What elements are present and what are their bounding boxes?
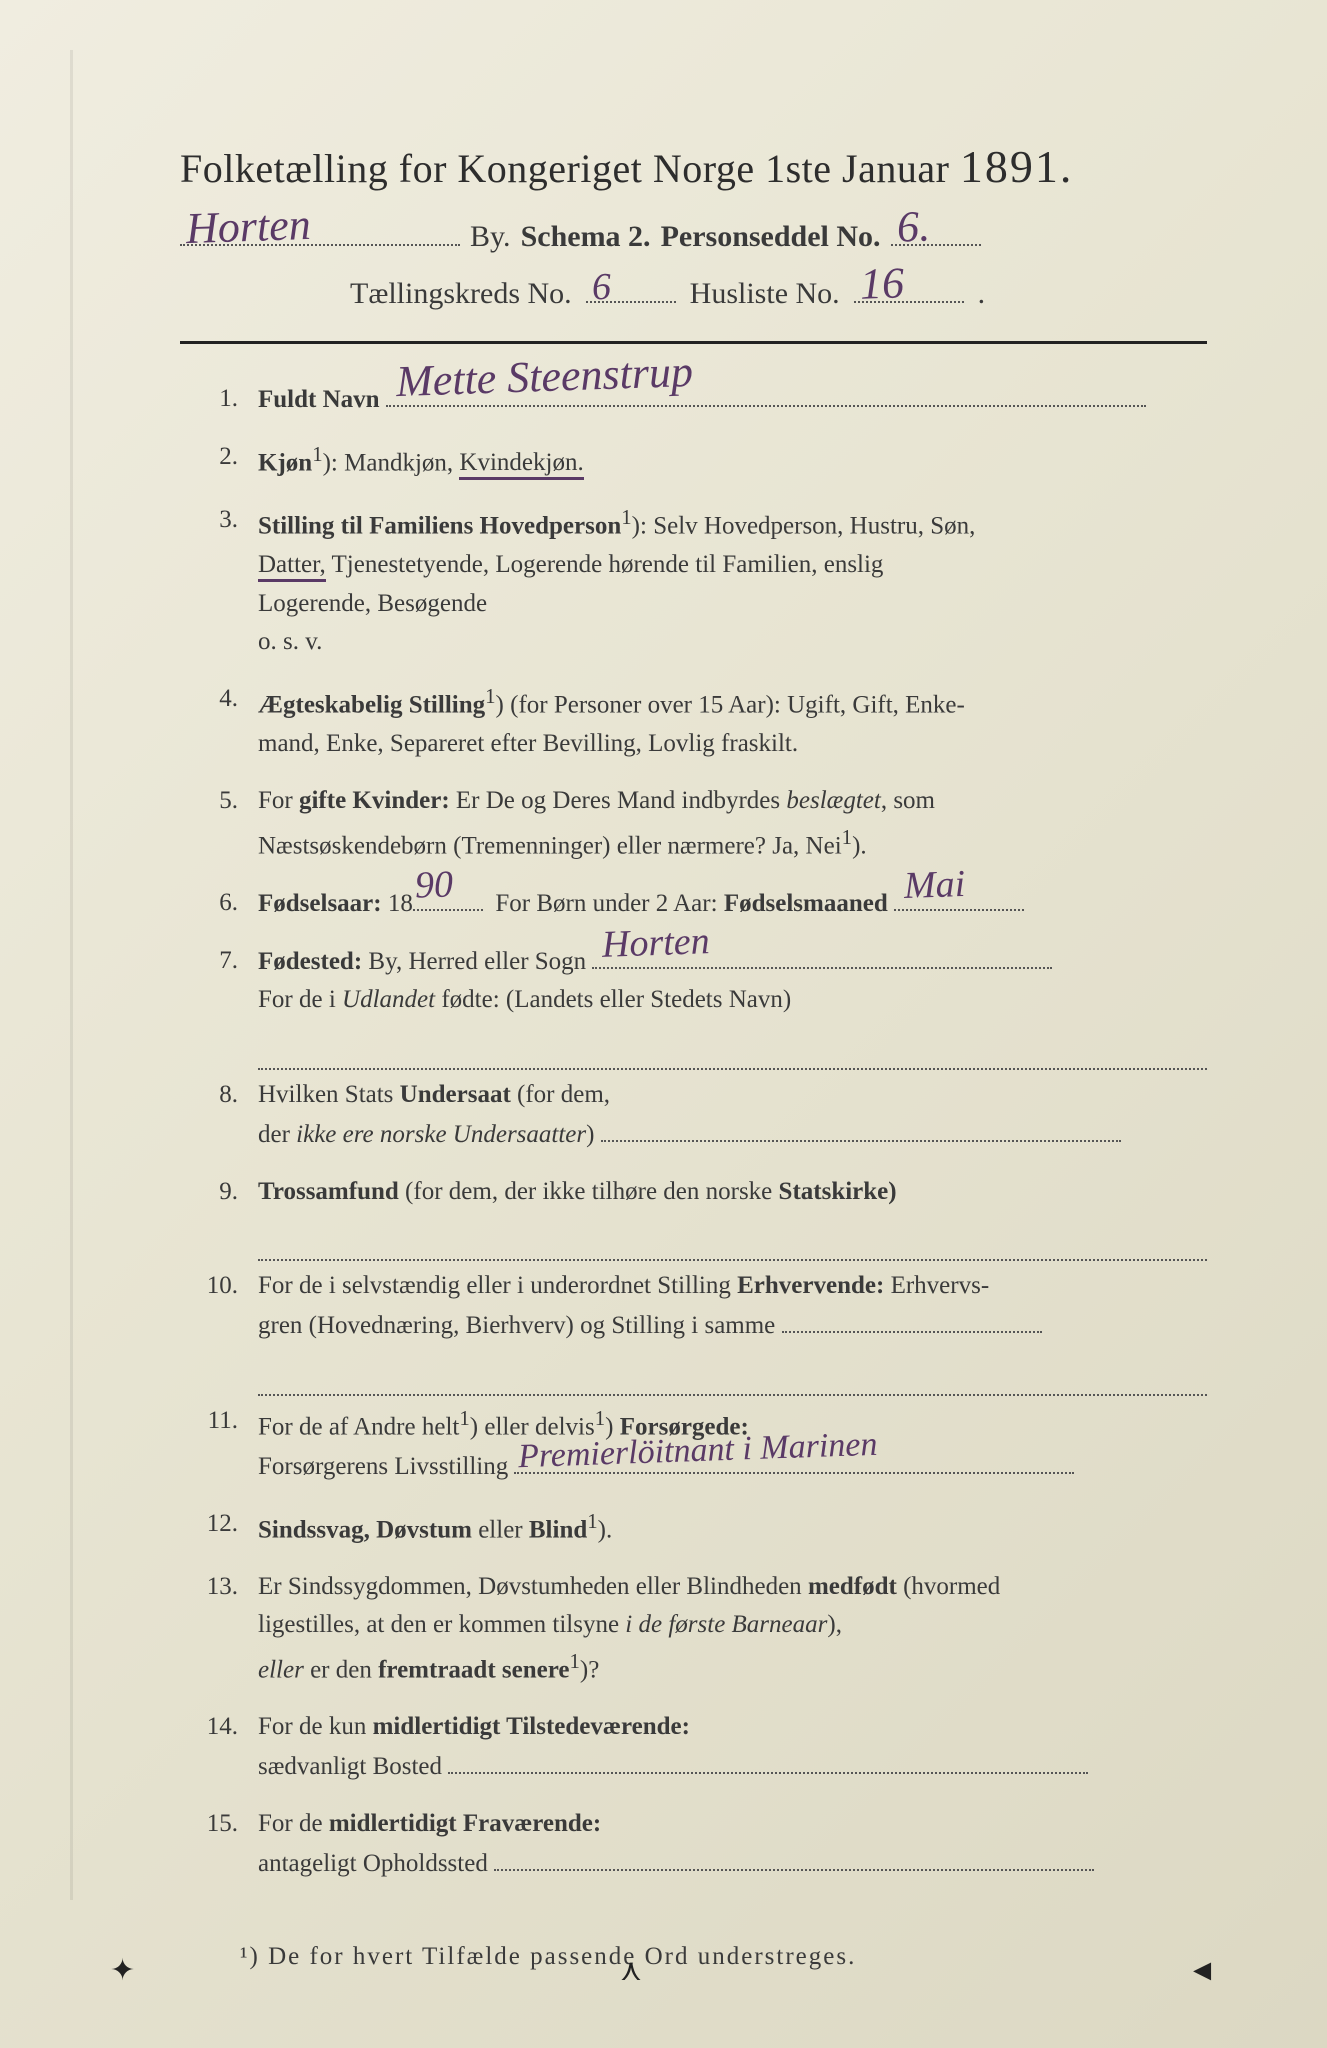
- label-birthplace: Fødested:: [258, 948, 362, 975]
- item-3: 3. Stilling til Familiens Hovedperson1):…: [180, 501, 1207, 662]
- corner-mark: ◄: [1187, 1954, 1217, 1988]
- personseddel-value: 6.: [896, 200, 931, 252]
- item-body: Hvilken Stats Undersaat (for dem, der ik…: [258, 1076, 1207, 1155]
- sex-female-underlined: Kvindekjøn.: [459, 449, 583, 480]
- item-number: 3.: [180, 501, 258, 662]
- sex-male: Mandkjøn,: [344, 449, 453, 476]
- item-number: 14.: [180, 1708, 258, 1787]
- item-number: 1.: [180, 380, 258, 420]
- husliste-field: 16: [854, 268, 964, 303]
- item-number: 2.: [180, 438, 258, 483]
- center-mark: ⋏: [620, 1953, 642, 1988]
- item-body: Ægteskabelig Stilling1) (for Personer ov…: [258, 680, 1207, 764]
- item-13: 13. Er Sindssygdommen, Døvstumheden elle…: [180, 1568, 1207, 1691]
- by-label: By.: [470, 220, 511, 254]
- item-body: Fødested: By, Herred eller Sogn Horten F…: [258, 942, 1207, 1021]
- census-form-page: Folketælling for Kongeriget Norge 1ste J…: [0, 0, 1327, 2048]
- personseddel-field: 6.: [891, 211, 981, 246]
- item-number: 10.: [180, 1267, 258, 1346]
- footnote: ¹) De for hvert Tilfælde passende Ord un…: [240, 1943, 1207, 1971]
- relation-daughter-underlined: Datter,: [258, 551, 326, 582]
- item-body: For gifte Kvinder: Er De og Deres Mand i…: [258, 782, 1207, 866]
- item-12: 12. Sindssvag, Døvstum eller Blind1).: [180, 1505, 1207, 1550]
- city-value: Horten: [185, 199, 311, 254]
- dot: .: [978, 277, 986, 311]
- item-1: 1. Fuldt Navn Mette Steenstrup: [180, 380, 1207, 420]
- name-field: Mette Steenstrup: [386, 380, 1146, 407]
- label-name: Fuldt Navn: [258, 386, 380, 413]
- kreds-field: 6: [586, 268, 676, 303]
- birthplace-field: Horten: [592, 942, 1052, 969]
- item-number: 6.: [180, 884, 258, 924]
- item-14: 14. For de kun midlertidigt Tilstedevære…: [180, 1708, 1207, 1787]
- header-line-2: Horten By. Schema 2. Personseddel No. 6.: [180, 211, 1207, 254]
- corner-mark: ✦: [110, 1953, 135, 1988]
- item-11: 11. For de af Andre helt1) eller delvis1…: [180, 1402, 1207, 1487]
- item-5: 5. For gifte Kvinder: Er De og Deres Man…: [180, 782, 1207, 866]
- form-title: Folketælling for Kongeriget Norge 1ste J…: [180, 140, 1207, 193]
- items-list: 1. Fuldt Navn Mette Steenstrup 2. Kjøn1)…: [180, 380, 1207, 1883]
- item-body: For de af Andre helt1) eller delvis1) Fo…: [258, 1402, 1207, 1487]
- blank-row: [258, 1038, 1207, 1070]
- label-birthyear: Fødselsaar:: [258, 890, 382, 917]
- divider-rule: [180, 341, 1207, 344]
- item-body: For de kun midlertidigt Tilstedeværende:…: [258, 1708, 1207, 1787]
- item-number: 4.: [180, 680, 258, 764]
- provider-value: Premierlöitnant i Marinen: [518, 1419, 879, 1484]
- residence-field: [448, 1747, 1088, 1774]
- item-body: Kjøn1): Mandkjøn, Kvindekjøn.: [258, 438, 1207, 483]
- item-body: Fødselsaar: 1890 For Børn under 2 Aar: F…: [258, 884, 1207, 924]
- item-4: 4. Ægteskabelig Stilling1) (for Personer…: [180, 680, 1207, 764]
- citizenship-field: [601, 1115, 1121, 1142]
- item-body: Sindssvag, Døvstum eller Blind1).: [258, 1505, 1207, 1550]
- item-2: 2. Kjøn1): Mandkjøn, Kvindekjøn.: [180, 438, 1207, 483]
- year-value: 90: [414, 855, 454, 915]
- item-7: 7. Fødested: By, Herred eller Sogn Horte…: [180, 942, 1207, 1021]
- name-value: Mette Steenstrup: [395, 338, 694, 417]
- kreds-value: 6: [591, 265, 612, 310]
- kreds-label: Tællingskreds No.: [350, 277, 572, 311]
- whereabouts-field: [494, 1844, 1094, 1871]
- month-value: Mai: [903, 855, 966, 916]
- city-field: Horten: [180, 211, 460, 246]
- husliste-label: Husliste No.: [690, 277, 840, 311]
- item-number: 13.: [180, 1568, 258, 1691]
- item-body: Stilling til Familiens Hovedperson1): Se…: [258, 501, 1207, 662]
- item-number: 11.: [180, 1402, 258, 1487]
- schema-label: Schema 2.: [521, 220, 651, 254]
- item-8: 8. Hvilken Stats Undersaat (for dem, der…: [180, 1076, 1207, 1155]
- provider-field: Premierlöitnant i Marinen: [514, 1447, 1074, 1474]
- label-sex: Kjøn: [258, 449, 312, 476]
- header-line-3: Tællingskreds No. 6 Husliste No. 16 .: [350, 268, 1207, 311]
- label-relation: Stilling til Familiens Hovedperson: [258, 512, 621, 539]
- item-body: For de i selvstændig eller i underordnet…: [258, 1267, 1207, 1346]
- blank-row: [258, 1229, 1207, 1261]
- item-body: For de midlertidigt Fraværende: antageli…: [258, 1805, 1207, 1884]
- item-number: 5.: [180, 782, 258, 866]
- title-year: 1891.: [960, 141, 1074, 192]
- item-number: 7.: [180, 942, 258, 1021]
- year-field: 90: [413, 884, 483, 911]
- label-marital: Ægteskabelig Stilling: [258, 691, 485, 718]
- item-10: 10. For de i selvstændig eller i underor…: [180, 1267, 1207, 1346]
- month-field: Mai: [894, 884, 1024, 911]
- husliste-value: 16: [859, 257, 905, 310]
- occupation-field: [782, 1306, 1042, 1333]
- item-body: Er Sindssygdommen, Døvstumheden eller Bl…: [258, 1568, 1207, 1691]
- personseddel-label: Personseddel No.: [661, 220, 881, 254]
- item-9: 9. Trossamfund (for dem, der ikke tilhør…: [180, 1173, 1207, 1212]
- item-number: 8.: [180, 1076, 258, 1155]
- item-number: 15.: [180, 1805, 258, 1884]
- item-number: 12.: [180, 1505, 258, 1550]
- item-body: Trossamfund (for dem, der ikke tilhøre d…: [258, 1173, 1207, 1212]
- item-body: Fuldt Navn Mette Steenstrup: [258, 380, 1207, 420]
- item-15: 15. For de midlertidigt Fraværende: anta…: [180, 1805, 1207, 1884]
- blank-row: [258, 1364, 1207, 1396]
- item-number: 9.: [180, 1173, 258, 1212]
- title-text: Folketælling for Kongeriget Norge 1ste J…: [180, 146, 949, 191]
- birthplace-value: Horten: [601, 912, 711, 975]
